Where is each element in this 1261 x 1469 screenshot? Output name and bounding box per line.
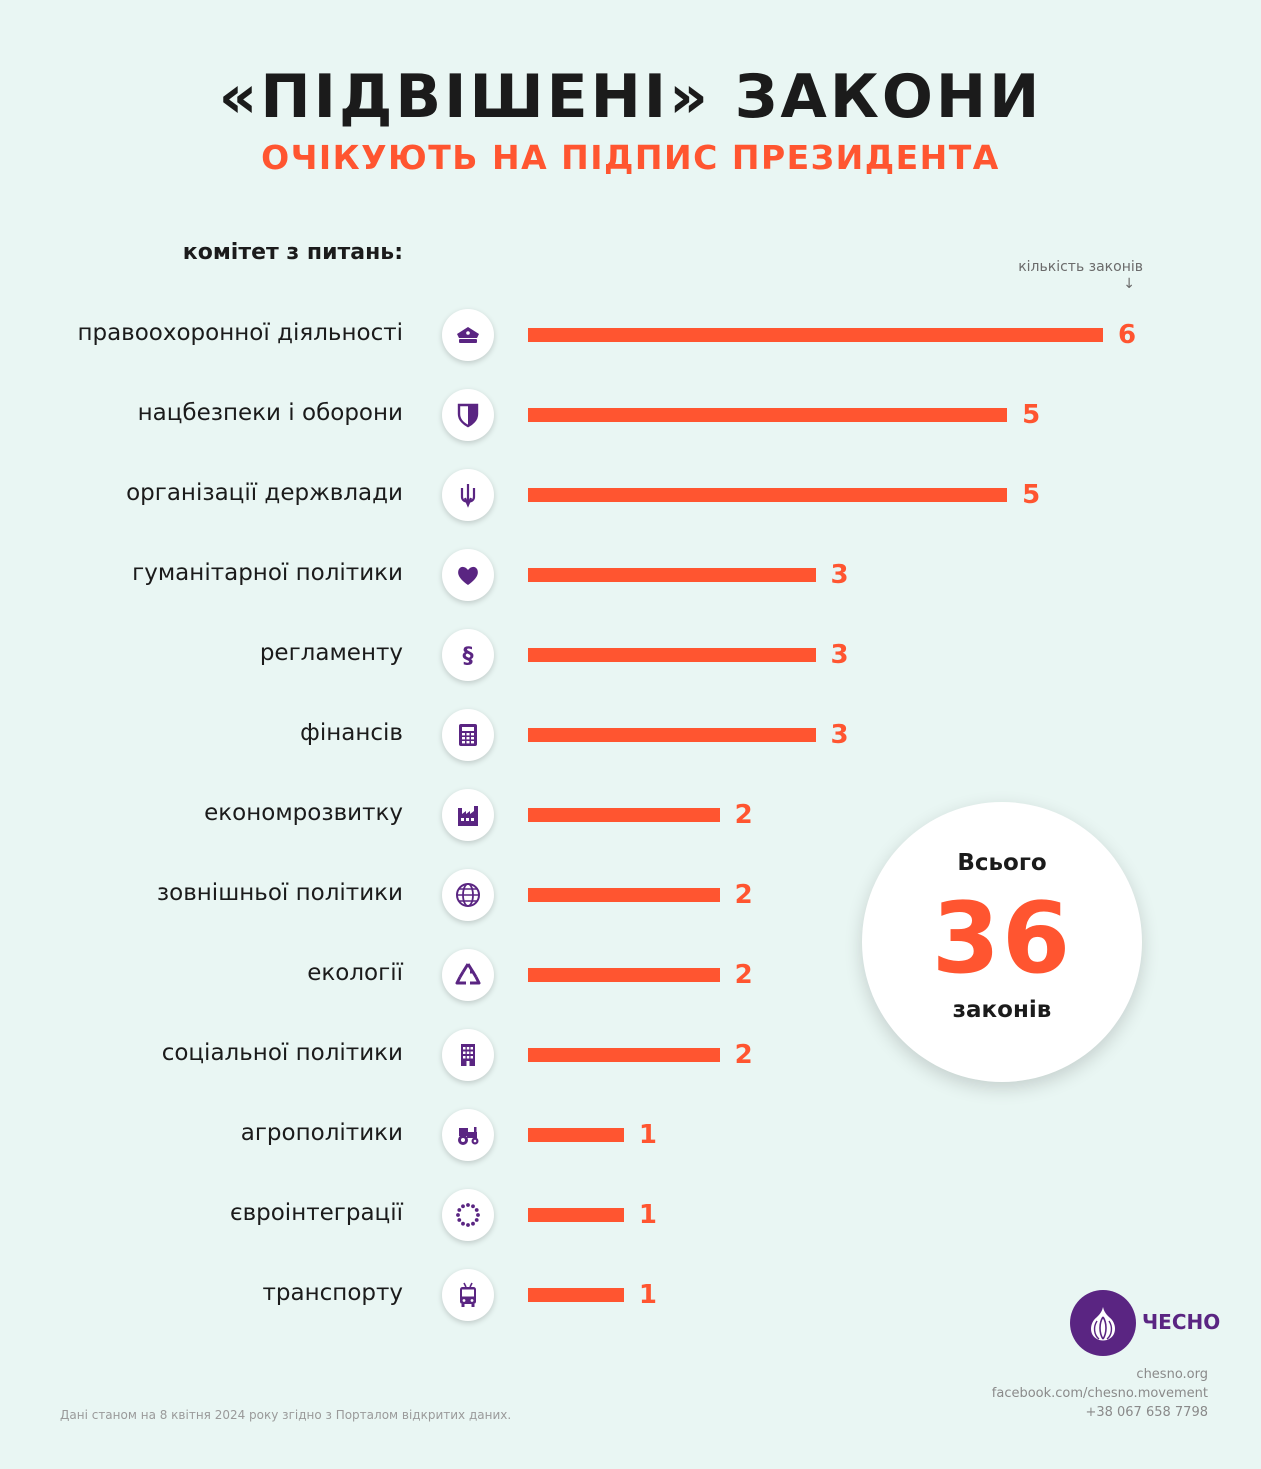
category-label: економрозвитку [204, 800, 403, 826]
building-icon [442, 1029, 494, 1081]
category-label: транспорту [262, 1280, 404, 1306]
category-label: агрополітики [240, 1120, 403, 1146]
bar-value-label: 3 [830, 560, 849, 590]
svg-text:§: § [463, 644, 474, 669]
bar-value-label: 5 [1022, 480, 1041, 510]
trolleybus-icon [442, 1269, 494, 1321]
bar [528, 408, 1008, 422]
category-label: фінансів [300, 720, 403, 746]
total-label-bottom: законів [952, 997, 1052, 1023]
arrow-down-icon: ↓ [1123, 276, 1135, 292]
bar-value-label: 1 [638, 1280, 657, 1310]
page-subtitle: ОЧІКУЮТЬ НА ПІДПИС ПРЕЗИДЕНТА [261, 138, 1000, 177]
category-label: організації держвлади [126, 480, 403, 506]
bar [528, 728, 816, 742]
contact-facebook[interactable]: facebook.com/chesno.movement [991, 1386, 1208, 1401]
total-badge: Всього 36 законів [862, 802, 1142, 1082]
bar [528, 1128, 624, 1142]
garlic-icon [1070, 1290, 1136, 1356]
tractor-icon [442, 1109, 494, 1161]
bar [528, 1288, 624, 1302]
bar-value-label: 2 [734, 800, 753, 830]
bar-value-label: 2 [734, 1040, 753, 1070]
count-header-text: кількість законів [1018, 259, 1143, 275]
bar [528, 1208, 624, 1222]
total-value: 36 [931, 882, 1073, 996]
bar-value-label: 2 [734, 880, 753, 910]
bar [528, 648, 816, 662]
bar-value-label: 3 [830, 640, 849, 670]
category-label: екології [307, 960, 403, 986]
category-label: регламенту [259, 640, 403, 666]
page-title: «ПІДВІШЕНІ» ЗАКОНИ [218, 62, 1043, 132]
logo-text: ЧЕСНО [1142, 1310, 1221, 1334]
bar [528, 1048, 720, 1062]
bar [528, 968, 720, 982]
police-cap-icon [442, 309, 494, 361]
globe-icon [442, 869, 494, 921]
contacts: chesno.org facebook.com/chesno.movement … [992, 1365, 1208, 1422]
shield-icon [442, 389, 494, 441]
section-sign-icon: § [442, 629, 494, 681]
calculator-icon [442, 709, 494, 761]
heart-icon [442, 549, 494, 601]
category-label: нацбезпеки і оборони [137, 400, 403, 426]
footnote: Дані станом на 8 квітня 2024 року згідно… [60, 1408, 512, 1422]
bar [528, 568, 816, 582]
factory-icon [442, 789, 494, 841]
count-header: кількість законів ↓ [1018, 259, 1143, 293]
bar [528, 888, 720, 902]
category-label: правоохоронної діяльності [77, 320, 403, 346]
bar-value-label: 1 [638, 1120, 657, 1150]
category-label: євроінтеграції [229, 1200, 403, 1226]
total-label-top: Всього [957, 850, 1047, 876]
trident-icon [442, 469, 494, 521]
bar [528, 328, 1103, 342]
bar-value-label: 2 [734, 960, 753, 990]
committee-header: комітет з питань: [182, 240, 403, 265]
contact-phone: +38 067 658 7798 [1085, 1405, 1208, 1420]
category-label: гуманітарної політики [132, 560, 403, 586]
bar-value-label: 1 [638, 1200, 657, 1230]
category-label: зовнішньої політики [156, 880, 403, 906]
bar [528, 808, 720, 822]
bar-value-label: 3 [830, 720, 849, 750]
bar-value-label: 5 [1022, 400, 1041, 430]
category-label: соціальної політики [161, 1040, 403, 1066]
recycle-icon [442, 949, 494, 1001]
chesno-logo: ЧЕСНО [1070, 1290, 1220, 1356]
bar-value-label: 6 [1118, 320, 1137, 350]
contact-website[interactable]: chesno.org [1136, 1367, 1208, 1382]
eu-stars-icon [442, 1189, 494, 1241]
bar [528, 488, 1008, 502]
